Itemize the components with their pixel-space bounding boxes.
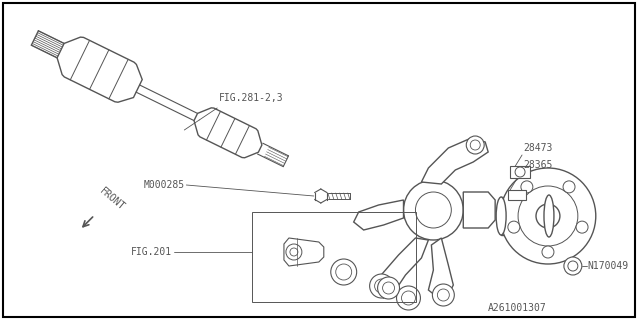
Polygon shape	[194, 108, 262, 158]
Text: M000285: M000285	[143, 180, 184, 190]
Text: FIG.281-2,3: FIG.281-2,3	[219, 93, 284, 103]
Bar	[252, 212, 417, 302]
Polygon shape	[428, 238, 453, 298]
Text: N170049: N170049	[588, 261, 629, 271]
Polygon shape	[463, 192, 495, 228]
Circle shape	[383, 282, 394, 294]
Polygon shape	[57, 37, 142, 102]
Circle shape	[536, 204, 560, 228]
Circle shape	[500, 168, 596, 264]
Circle shape	[336, 264, 352, 280]
Polygon shape	[508, 190, 526, 200]
Polygon shape	[284, 238, 324, 266]
Polygon shape	[374, 238, 428, 298]
Bar	[501, 197, 546, 235]
Circle shape	[290, 248, 298, 256]
Circle shape	[378, 277, 399, 299]
Circle shape	[521, 181, 533, 193]
Text: 28365: 28365	[523, 160, 552, 170]
Circle shape	[433, 284, 454, 306]
Circle shape	[370, 274, 394, 298]
Circle shape	[576, 221, 588, 233]
Text: 28473: 28473	[523, 143, 552, 153]
Circle shape	[542, 246, 554, 258]
Circle shape	[437, 289, 449, 301]
Circle shape	[508, 221, 520, 233]
Circle shape	[564, 257, 582, 275]
Polygon shape	[510, 166, 530, 178]
Circle shape	[467, 136, 484, 154]
Circle shape	[470, 140, 480, 150]
Polygon shape	[421, 138, 488, 184]
Circle shape	[401, 291, 415, 305]
Text: A261001307: A261001307	[488, 303, 547, 313]
Text: FRONT: FRONT	[98, 186, 127, 212]
Circle shape	[403, 180, 463, 240]
Circle shape	[568, 261, 578, 271]
Polygon shape	[354, 200, 403, 230]
Circle shape	[397, 286, 420, 310]
Ellipse shape	[496, 197, 506, 235]
Circle shape	[331, 259, 356, 285]
Ellipse shape	[544, 195, 554, 237]
Text: FIG.201: FIG.201	[131, 247, 172, 257]
Circle shape	[518, 186, 578, 246]
Circle shape	[563, 181, 575, 193]
Circle shape	[374, 279, 388, 293]
Circle shape	[415, 192, 451, 228]
Circle shape	[515, 167, 525, 177]
Circle shape	[286, 244, 302, 260]
